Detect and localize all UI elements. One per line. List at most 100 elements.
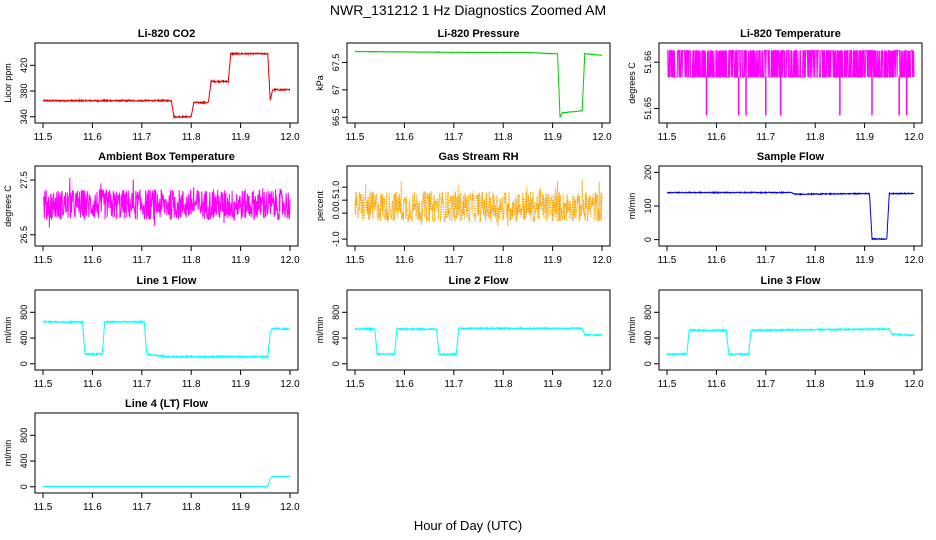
x-tick-label: 12.0 — [280, 379, 300, 390]
x-tick-label: 11.9 — [231, 132, 250, 143]
series-line — [42, 177, 291, 228]
y-axis-label: degrees C — [627, 62, 637, 104]
chart-panel-4: Gas Stream RH 11.5 11.6 11.7 11.8 11.9 12.0 -1.… — [315, 151, 612, 266]
y-tick-label: 67.5 — [331, 54, 341, 72]
y-axis-label: Licor ppm — [3, 63, 13, 103]
plot-frame — [658, 165, 923, 247]
x-tick-label: 11.6 — [395, 132, 414, 143]
y-axis-label: ml/min — [627, 317, 637, 344]
series-line — [667, 50, 915, 78]
plot-frame — [346, 289, 611, 371]
y-tick-label: 340 — [19, 109, 29, 124]
series-line — [666, 190, 915, 241]
page-title: NWR_131212 1 Hz Diagnostics Zoomed AM — [329, 2, 607, 18]
x-tick-label: 11.5 — [346, 255, 365, 266]
y-axis-label: degrees C — [3, 185, 13, 227]
x-tick-label: 11.7 — [444, 132, 463, 143]
y-tick-label: 800 — [19, 428, 29, 443]
x-tick-label: 12.0 — [592, 255, 612, 266]
x-tick-label: 11.6 — [83, 502, 102, 513]
y-tick-label: -1.0 — [331, 231, 341, 247]
chart-panel-6: Line 1 Flow 11.5 11.6 11.7 11.8 11.9 12.0 0 400 8… — [3, 275, 300, 390]
y-tick-label: 200 — [643, 165, 653, 180]
y-tick-label: 0 — [643, 237, 653, 242]
x-tick-label: 12.0 — [280, 255, 300, 266]
y-tick-label: 67 — [331, 85, 341, 95]
chart-title: Line 2 Flow — [449, 275, 509, 287]
series-line — [43, 476, 290, 487]
chart-panel-5: Sample Flow 11.5 11.6 11.7 11.8 11.9 12.0 0 100 2… — [627, 151, 924, 266]
x-tick-label: 11.8 — [182, 379, 201, 390]
x-tick-label: 11.5 — [34, 379, 53, 390]
chart-title: Li-820 Temperature — [740, 28, 841, 40]
plot-frame — [346, 42, 611, 124]
x-tick-label: 12.0 — [280, 132, 300, 143]
series-line — [42, 319, 291, 360]
x-tick-label: 12.0 — [904, 255, 924, 266]
plot-frame — [34, 412, 299, 494]
x-axis-label: Hour of Day (UTC) — [413, 518, 523, 533]
chart-title: Ambient Box Temperature — [98, 151, 235, 163]
x-tick-label: 11.7 — [132, 379, 151, 390]
x-tick-label: 11.6 — [707, 255, 726, 266]
plot-frame — [34, 165, 299, 247]
y-tick-label: 400 — [643, 331, 653, 346]
y-tick-label: 66.5 — [331, 108, 341, 126]
y-tick-label: 400 — [19, 331, 29, 346]
chart-panel-0: Li-820 CO2 11.5 11.6 11.7 11.8 11.9 12.0 340 380… — [3, 28, 300, 143]
x-tick-label: 11.8 — [182, 502, 201, 513]
plot-frame — [34, 42, 299, 124]
x-tick-label: 11.8 — [806, 255, 825, 266]
y-axis-label: kPa — [315, 75, 325, 91]
x-tick-label: 11.5 — [658, 132, 677, 143]
chart-title: Li-820 CO2 — [138, 28, 195, 40]
series-line — [42, 51, 291, 120]
y-axis-label: ml/min — [3, 317, 13, 344]
x-tick-label: 11.7 — [444, 255, 463, 266]
series-line — [355, 50, 603, 118]
series-line — [666, 327, 915, 357]
x-tick-label: 11.7 — [132, 502, 151, 513]
y-axis-label: ml/min — [627, 193, 637, 220]
chart-title: Line 1 Flow — [137, 275, 197, 287]
x-tick-label: 12.0 — [904, 379, 924, 390]
x-tick-label: 11.7 — [444, 379, 463, 390]
y-axis-label: percent — [315, 190, 325, 221]
x-tick-label: 11.5 — [34, 132, 53, 143]
x-tick-label: 11.9 — [231, 502, 250, 513]
y-tick-label: 0.0 — [331, 207, 341, 220]
y-tick-label: 51.66 — [643, 51, 653, 74]
x-tick-label: 11.8 — [494, 255, 513, 266]
x-tick-label: 12.0 — [280, 502, 300, 513]
x-tick-label: 12.0 — [904, 132, 924, 143]
x-tick-label: 11.7 — [756, 255, 775, 266]
x-tick-label: 11.9 — [543, 255, 562, 266]
y-tick-label: 0 — [19, 484, 29, 489]
x-tick-label: 12.0 — [592, 379, 612, 390]
x-tick-label: 11.8 — [182, 132, 201, 143]
chart-panel-2: Li-820 Temperature 11.5 11.6 11.7 11.8 11.9 12… — [627, 28, 924, 143]
chart-title: Li-820 Pressure — [438, 28, 520, 40]
x-tick-label: 11.8 — [806, 379, 825, 390]
y-tick-label: 51.65 — [643, 97, 653, 120]
series-line — [354, 326, 603, 357]
x-tick-label: 11.8 — [182, 255, 201, 266]
chart-panel-8: Line 3 Flow 11.5 11.6 11.7 11.8 11.9 12.0 0 400 8… — [627, 275, 924, 390]
plot-frame — [346, 165, 611, 247]
y-tick-label: 800 — [643, 305, 653, 320]
x-tick-label: 11.9 — [543, 379, 562, 390]
x-tick-label: 12.0 — [592, 132, 612, 143]
y-tick-label: 800 — [19, 305, 29, 320]
series-line — [354, 180, 603, 227]
x-tick-label: 11.5 — [658, 379, 677, 390]
chart-title: Line 3 Flow — [761, 275, 821, 287]
chart-panel-7: Line 2 Flow 11.5 11.6 11.7 11.8 11.9 12.0 0 400 8… — [315, 275, 612, 390]
x-tick-label: 11.8 — [494, 379, 513, 390]
y-tick-label: 0 — [331, 361, 341, 366]
x-tick-label: 11.9 — [855, 132, 874, 143]
chart-panel-1: Li-820 Pressure 11.5 11.6 11.7 11.8 11.9 12.0 6… — [315, 28, 612, 143]
y-tick-label: 100 — [643, 198, 653, 213]
y-tick-label: 400 — [331, 331, 341, 346]
x-tick-label: 11.7 — [756, 132, 775, 143]
